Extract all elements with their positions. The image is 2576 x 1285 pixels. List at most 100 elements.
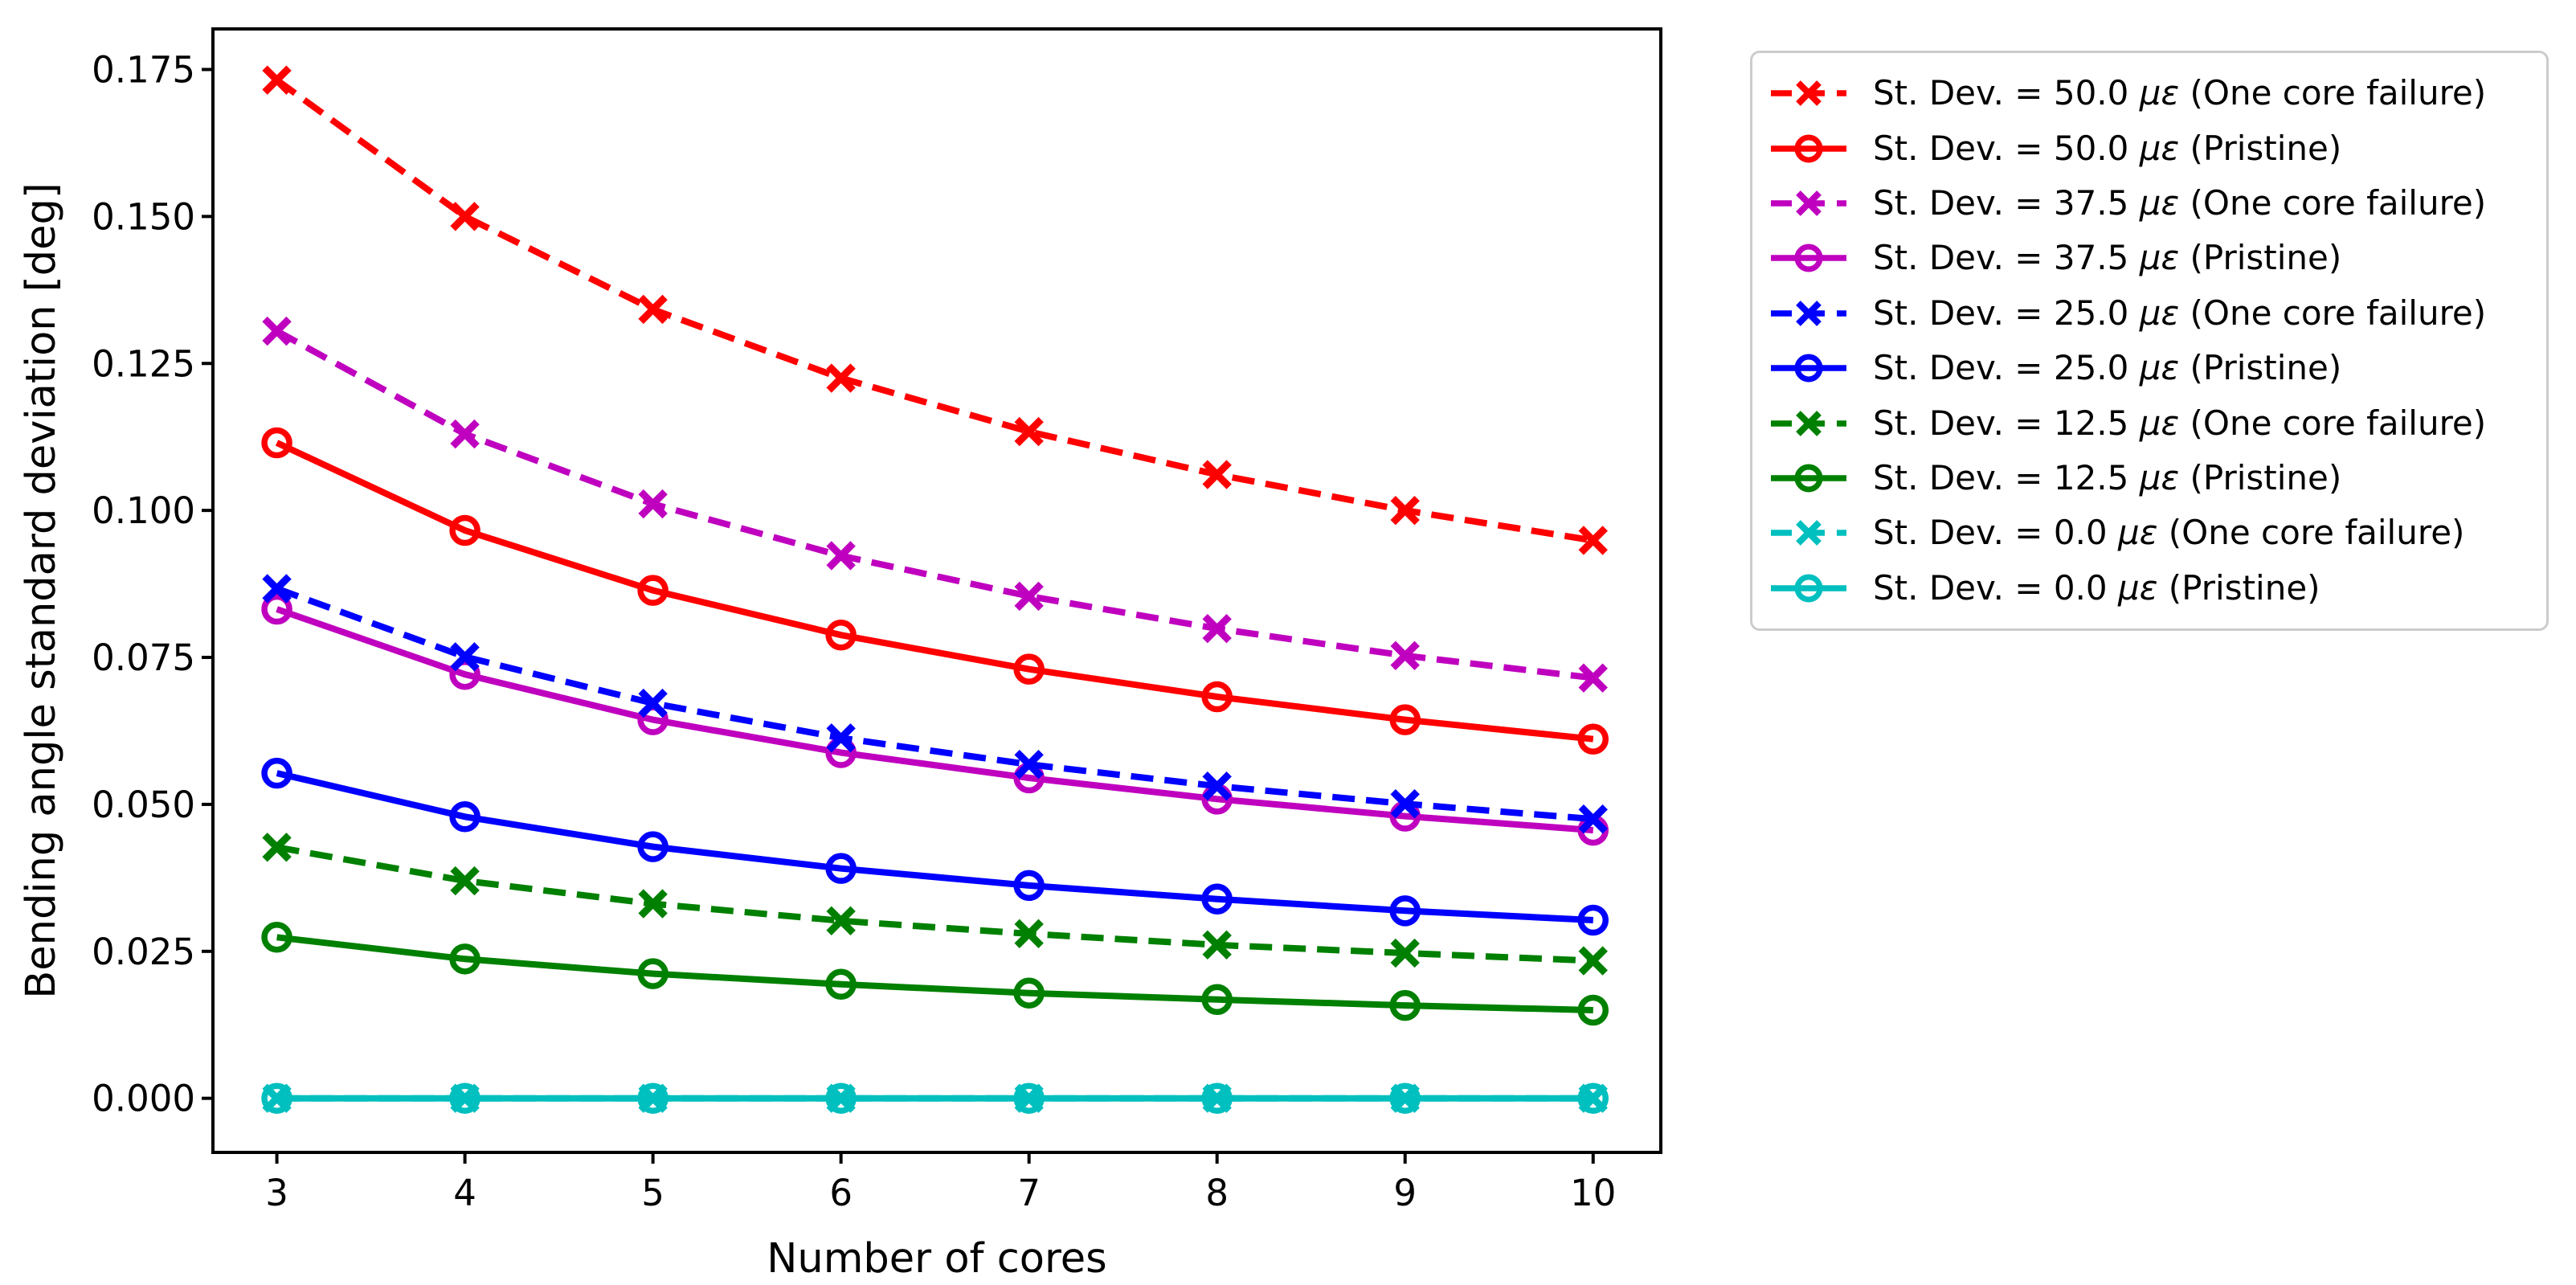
circle-marker-icon — [1794, 354, 1823, 383]
legend-entry: St. Dev. = 50.0 με (One core failure) — [1768, 74, 2538, 113]
series-2-marker-x — [1202, 614, 1232, 644]
y-tick-label: 0.075 — [92, 636, 195, 679]
legend-box: St. Dev. = 50.0 με (One core failure) St.… — [1750, 51, 2549, 631]
x-axis-label: Number of cores — [767, 1235, 1107, 1283]
x-tick-label: 5 — [641, 1172, 664, 1214]
legend-label-prefix: St. Dev. = 0.0 — [1873, 567, 2118, 608]
legend-line-sample — [1771, 520, 1846, 546]
series-2-marker-x — [450, 419, 480, 449]
legend-label: St. Dev. = 25.0 με (One core failure) — [1873, 296, 2486, 330]
series-6-marker-x — [638, 889, 668, 919]
series-7-marker-o — [1201, 984, 1233, 1016]
legend-line-sample — [1771, 354, 1846, 383]
series-6-marker-x — [1390, 938, 1420, 968]
legend-line-sample — [1771, 243, 1846, 272]
x-tick-label: 8 — [1205, 1172, 1229, 1214]
legend-label-prefix: St. Dev. = 12.5 — [1873, 403, 2140, 443]
series-0-marker-x — [1202, 460, 1232, 489]
legend-line-sample — [1771, 464, 1846, 493]
series-1-marker-o — [1201, 681, 1233, 713]
series-7-marker-o — [1013, 977, 1045, 1009]
y-tick-label: 0.175 — [92, 48, 195, 91]
series-6-marker-x — [262, 833, 292, 862]
y-tick-label: 0.125 — [92, 342, 195, 385]
series-3-marker-o — [261, 593, 292, 625]
series-line-7 — [276, 934, 1593, 1013]
series-5-marker-o — [449, 801, 480, 833]
series-line-4 — [276, 585, 1594, 823]
series-9-marker-o — [825, 1082, 857, 1114]
series-4-marker-x — [638, 688, 668, 718]
legend-label: St. Dev. = 0.0 με (One core failure) — [1873, 516, 2464, 550]
legend-label-mu-epsilon: με — [2139, 183, 2180, 223]
legend-label-prefix: St. Dev. = 12.5 — [1873, 457, 2140, 497]
legend-label-prefix: St. Dev. = 37.5 — [1873, 238, 2140, 278]
series-5-marker-o — [1201, 883, 1233, 915]
legend-label-prefix: St. Dev. = 25.0 — [1873, 293, 2140, 333]
legend-entry: St. Dev. = 50.0 με (Pristine) — [1768, 129, 2538, 168]
legend-label-suffix: (Pristine) — [2179, 238, 2342, 278]
series-0-marker-x — [638, 294, 668, 325]
series-4-marker-x — [1014, 749, 1044, 780]
x-marker-icon — [1796, 300, 1822, 326]
series-7-marker-o — [825, 968, 857, 1001]
series-4-marker-x — [826, 723, 856, 753]
series-7-marker-o — [449, 943, 480, 975]
series-1-marker-o — [825, 619, 857, 651]
x-marker-icon — [1796, 80, 1822, 107]
series-9-marker-o — [449, 1082, 480, 1114]
x-tick-label: 10 — [1570, 1172, 1616, 1214]
series-line-6 — [276, 844, 1593, 964]
legend-label: St. Dev. = 12.5 με (Pristine) — [1873, 457, 2341, 497]
series-0-marker-x — [1390, 495, 1420, 526]
circle-marker-icon — [1794, 243, 1823, 272]
series-6-marker-x — [450, 866, 480, 896]
series-4-marker-x — [1390, 789, 1420, 819]
legend-entry: St. Dev. = 12.5 με (Pristine) — [1768, 459, 2538, 497]
legend-label-suffix: (One core failure) — [2179, 73, 2487, 113]
y-tick-label: 0.150 — [92, 195, 195, 238]
series-4-marker-x — [1202, 771, 1232, 801]
y-tick-label: 0.000 — [92, 1078, 195, 1120]
legend-label-mu-epsilon: με — [2118, 567, 2158, 608]
legend-label: St. Dev. = 12.5 με (One core failure) — [1873, 406, 2486, 440]
series-2-marker-x — [1014, 581, 1044, 612]
x-marker-icon — [1796, 190, 1822, 216]
series-9-marker-o — [261, 1082, 292, 1114]
legend-label: St. Dev. = 0.0 με (Pristine) — [1873, 571, 2320, 605]
series-7-marker-o — [1577, 994, 1609, 1026]
series-2-marker-x — [638, 489, 668, 519]
legend-label-mu-epsilon: με — [2139, 348, 2180, 388]
legend-label-prefix: St. Dev. = 50.0 — [1873, 128, 2140, 168]
legend-label-mu-epsilon: με — [2139, 128, 2180, 168]
legend-entry: St. Dev. = 25.0 με (One core failure) — [1768, 294, 2538, 333]
y-tick-label: 0.050 — [92, 784, 195, 826]
series-1-marker-o — [261, 427, 292, 459]
series-line-5 — [276, 770, 1593, 923]
series-2-marker-x — [1390, 640, 1420, 671]
series-9-marker-o — [1389, 1082, 1421, 1114]
legend-label-suffix: (Pristine) — [2157, 567, 2320, 608]
circle-marker-icon — [1794, 464, 1823, 493]
series-6-marker-x — [1014, 919, 1044, 949]
y-axis-label: Bending angle standard deviation [deg] — [18, 182, 65, 998]
series-6-marker-x — [1578, 946, 1608, 976]
series-7-marker-o — [637, 958, 669, 989]
series-2-marker-x — [262, 316, 292, 346]
legend-label-mu-epsilon: με — [2118, 513, 2158, 553]
series-5-marker-o — [1577, 904, 1609, 936]
axes-group: 3 4 5 6 7 8 9 10 0.000 0.025 0.050 0.075 0.100 0.125 0… — [92, 27, 1662, 1214]
legend-label: St. Dev. = 25.0 με (Pristine) — [1873, 351, 2341, 385]
legend-label-mu-epsilon: με — [2139, 293, 2180, 333]
series-6-marker-x — [826, 906, 856, 935]
series-0-marker-x — [1578, 526, 1608, 555]
series-3-marker-o — [449, 658, 480, 690]
series-9-marker-o — [637, 1082, 669, 1114]
series-group — [261, 65, 1609, 1114]
series-2-marker-x — [1578, 663, 1608, 693]
series-line-2 — [275, 328, 1594, 681]
legend-line-sample — [1771, 134, 1846, 163]
x-tick-label: 4 — [453, 1172, 476, 1214]
